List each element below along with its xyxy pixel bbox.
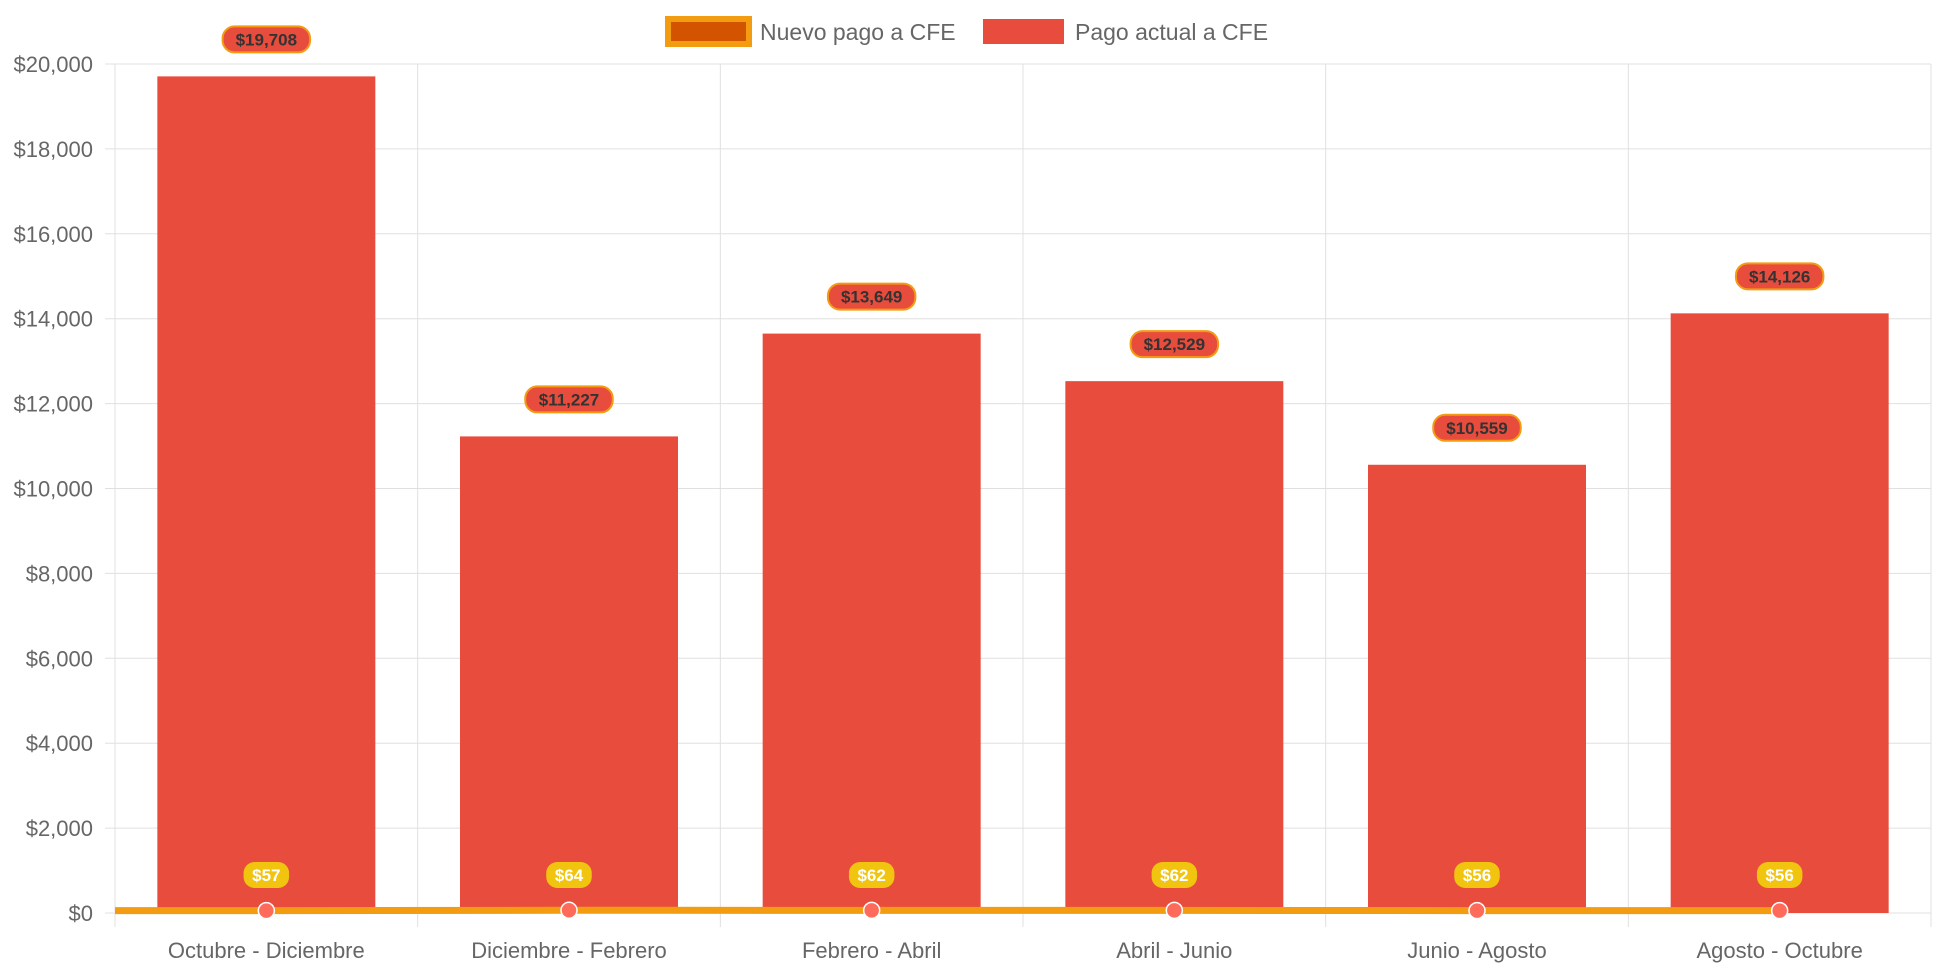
bar-value-label-bg [221, 25, 312, 54]
legend-label-nuevo-pago: Nuevo pago a CFE [760, 19, 956, 45]
bar [157, 76, 376, 914]
line-value-label: $64 [555, 866, 584, 885]
legend: Nuevo pago a CFE Pago actual a CFE [665, 16, 1268, 47]
bar-value-label: $12,529 [1144, 335, 1205, 354]
line-point [560, 901, 578, 920]
y-tick-label: $14,000 [13, 307, 93, 332]
line-point [1770, 901, 1789, 920]
legend-label-pago-actual: Pago actual a CFE [1075, 19, 1268, 45]
line-value-label-bg [1454, 862, 1500, 888]
bar-value-label: $14,126 [1749, 267, 1810, 286]
y-tick-label: $12,000 [13, 392, 93, 417]
x-tick-label: Diciembre - Febrero [471, 938, 667, 963]
line-value-label: $62 [857, 866, 885, 885]
y-tick-label: $4,000 [26, 731, 93, 756]
line-value-label-bg [546, 862, 592, 888]
y-tick-label: $10,000 [13, 477, 93, 502]
y-tick-label: $0 [69, 901, 93, 926]
line-point [862, 901, 881, 920]
line-value-label: $57 [252, 866, 280, 885]
bar [460, 436, 678, 913]
x-tick-label: Junio - Agosto [1407, 938, 1546, 963]
line-value-label: $62 [1160, 866, 1188, 885]
bar-value-label: $11,227 [539, 390, 600, 409]
line-point [1468, 901, 1486, 920]
bar-value-label-bg [524, 385, 614, 414]
line-value-label-bg [1756, 862, 1803, 888]
line-point [1165, 901, 1184, 920]
line-value-label: $56 [1765, 866, 1793, 885]
bar-value-label: $13,649 [841, 288, 902, 307]
grid [105, 63, 1932, 927]
line-series [115, 901, 1789, 920]
y-tick-label: $16,000 [13, 222, 93, 247]
x-tick-label: Octubre - Diciembre [168, 938, 365, 963]
legend-item-pago-actual[interactable]: Pago actual a CFE [983, 19, 1268, 45]
line-value-label-bg [243, 862, 290, 888]
line-point [257, 901, 276, 920]
y-tick-label: $2,000 [26, 816, 93, 841]
line-value-label-bg [1151, 862, 1198, 888]
y-tick-label: $6,000 [26, 646, 93, 671]
bar-value-label: $10,559 [1446, 419, 1507, 438]
bar-value-label-bg [1129, 330, 1220, 359]
data-labels: $19,708 $11,227 $13,649 $12,529 $10,559 $14,1… [221, 25, 1825, 888]
legend-item-nuevo-pago[interactable]: Nuevo pago a CFE [665, 16, 956, 47]
y-axis-ticks: $0 $2,000 $4,000 $6,000 $8,000 $10,000 $12,000… [13, 52, 93, 926]
legend-swatch-nuevo-pago [665, 16, 752, 47]
y-tick-label: $18,000 [13, 137, 93, 162]
y-tick-label: $8,000 [26, 561, 93, 586]
bars [157, 76, 1889, 914]
line-value-label-bg [848, 862, 895, 888]
x-tick-label: Abril - Junio [1116, 938, 1232, 963]
x-axis-ticks: Octubre - Diciembre Diciembre - Febrero Fe… [168, 938, 1863, 963]
x-tick-label: Agosto - Octubre [1697, 938, 1863, 963]
y-tick-label: $20,000 [13, 52, 93, 77]
x-tick-label: Febrero - Abril [802, 938, 941, 963]
bar-value-label-bg [826, 282, 917, 311]
bar [1368, 464, 1586, 913]
bar [762, 333, 981, 913]
line-value-label: $56 [1463, 866, 1491, 885]
bar-value-label: $19,708 [236, 30, 297, 49]
bar-value-label-bg [1734, 262, 1825, 291]
bar [1670, 313, 1889, 913]
bar [1065, 381, 1284, 914]
legend-swatch-pago-actual [983, 19, 1064, 44]
bar-value-label-bg [1432, 413, 1522, 442]
